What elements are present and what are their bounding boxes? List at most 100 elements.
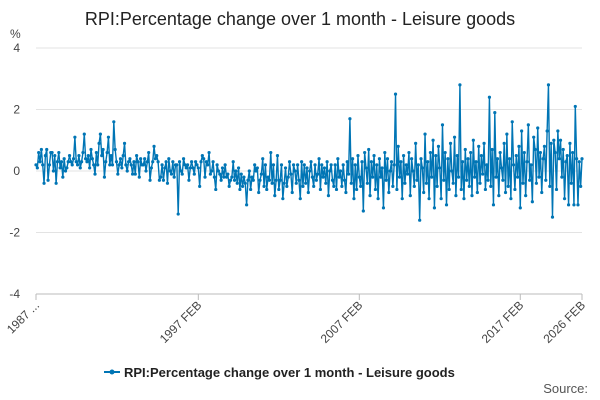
data-point[interactable] <box>495 157 500 161</box>
data-point[interactable] <box>432 206 437 210</box>
data-point[interactable] <box>561 147 565 152</box>
data-point[interactable] <box>258 178 262 182</box>
data-point[interactable] <box>73 135 77 139</box>
data-point[interactable] <box>573 104 577 109</box>
data-point[interactable] <box>469 150 473 155</box>
data-point[interactable] <box>167 157 171 161</box>
data-point[interactable] <box>446 157 450 161</box>
data-point[interactable] <box>136 160 140 164</box>
data-point[interactable] <box>126 160 131 164</box>
data-point[interactable] <box>536 126 540 130</box>
data-point[interactable] <box>490 147 494 152</box>
data-point[interactable] <box>281 197 285 201</box>
data-point[interactable] <box>53 154 57 158</box>
data-point[interactable] <box>58 166 62 170</box>
data-point[interactable] <box>169 172 174 176</box>
data-point[interactable] <box>330 178 335 182</box>
data-point[interactable] <box>116 172 120 176</box>
data-point[interactable] <box>255 166 259 170</box>
data-point[interactable] <box>450 169 454 173</box>
data-point[interactable] <box>137 175 141 179</box>
data-point[interactable] <box>289 172 293 176</box>
data-point[interactable] <box>345 160 349 164</box>
data-point[interactable] <box>81 150 85 155</box>
data-point[interactable] <box>195 163 199 167</box>
data-point[interactable] <box>369 160 373 164</box>
data-point[interactable] <box>285 184 289 188</box>
data-point[interactable] <box>481 172 485 176</box>
data-point[interactable] <box>399 160 403 164</box>
data-point[interactable] <box>304 181 308 185</box>
data-point[interactable] <box>274 178 278 182</box>
data-point[interactable] <box>440 123 445 127</box>
data-point[interactable] <box>124 163 128 167</box>
data-point[interactable] <box>430 175 434 179</box>
data-point[interactable] <box>478 181 482 185</box>
data-point[interactable] <box>434 154 438 158</box>
data-point[interactable] <box>196 166 200 170</box>
data-point[interactable] <box>266 175 270 179</box>
data-point[interactable] <box>190 160 194 164</box>
data-point[interactable] <box>580 157 584 161</box>
data-point[interactable] <box>467 184 471 188</box>
data-point[interactable] <box>102 175 107 179</box>
data-point[interactable] <box>66 160 70 164</box>
data-point[interactable] <box>109 154 113 158</box>
data-point[interactable] <box>65 166 69 170</box>
data-point[interactable] <box>325 160 329 164</box>
data-point[interactable] <box>101 147 105 152</box>
data-point[interactable] <box>428 150 433 155</box>
data-point[interactable] <box>466 157 470 161</box>
data-point[interactable] <box>139 157 143 161</box>
data-point[interactable] <box>355 187 359 192</box>
data-point[interactable] <box>568 141 572 145</box>
data-point[interactable] <box>278 178 282 182</box>
data-point[interactable] <box>553 150 557 155</box>
data-point[interactable] <box>269 150 273 155</box>
data-point[interactable] <box>509 197 513 201</box>
data-point[interactable] <box>275 154 280 158</box>
data-point[interactable] <box>462 197 466 201</box>
data-point[interactable] <box>310 175 314 179</box>
data-point[interactable] <box>548 184 552 188</box>
data-point[interactable] <box>411 169 415 173</box>
data-point[interactable] <box>46 178 50 182</box>
data-point[interactable] <box>282 181 286 185</box>
data-point[interactable] <box>439 197 443 201</box>
data-point[interactable] <box>554 187 559 192</box>
data-point[interactable] <box>506 184 510 188</box>
data-point[interactable] <box>575 157 579 161</box>
data-point[interactable] <box>379 175 383 179</box>
data-point[interactable] <box>141 163 145 167</box>
data-point[interactable] <box>246 178 250 182</box>
data-point[interactable] <box>348 117 352 121</box>
data-point[interactable] <box>431 138 435 142</box>
data-point[interactable] <box>529 163 533 167</box>
data-point[interactable] <box>392 163 396 167</box>
data-point[interactable] <box>253 163 257 167</box>
data-point[interactable] <box>187 178 191 182</box>
data-point[interactable] <box>206 163 210 167</box>
data-point[interactable] <box>261 157 265 161</box>
data-point[interactable] <box>245 203 249 207</box>
data-point[interactable] <box>172 175 176 179</box>
data-point[interactable] <box>549 141 553 145</box>
data-point[interactable] <box>486 178 490 182</box>
data-point[interactable] <box>328 169 332 173</box>
data-point[interactable] <box>557 157 561 161</box>
data-point[interactable] <box>542 144 547 148</box>
data-point[interactable] <box>564 160 568 164</box>
data-point[interactable] <box>566 203 571 207</box>
data-point[interactable] <box>118 157 123 161</box>
data-point[interactable] <box>211 160 215 164</box>
data-point[interactable] <box>427 197 431 201</box>
data-point[interactable] <box>336 157 340 161</box>
data-point[interactable] <box>438 166 442 170</box>
data-point[interactable] <box>218 172 222 176</box>
data-point[interactable] <box>84 157 88 161</box>
data-point[interactable] <box>451 181 455 185</box>
data-point[interactable] <box>130 172 135 176</box>
data-point[interactable] <box>381 206 386 210</box>
data-point[interactable] <box>168 169 172 173</box>
data-point[interactable] <box>403 181 407 185</box>
